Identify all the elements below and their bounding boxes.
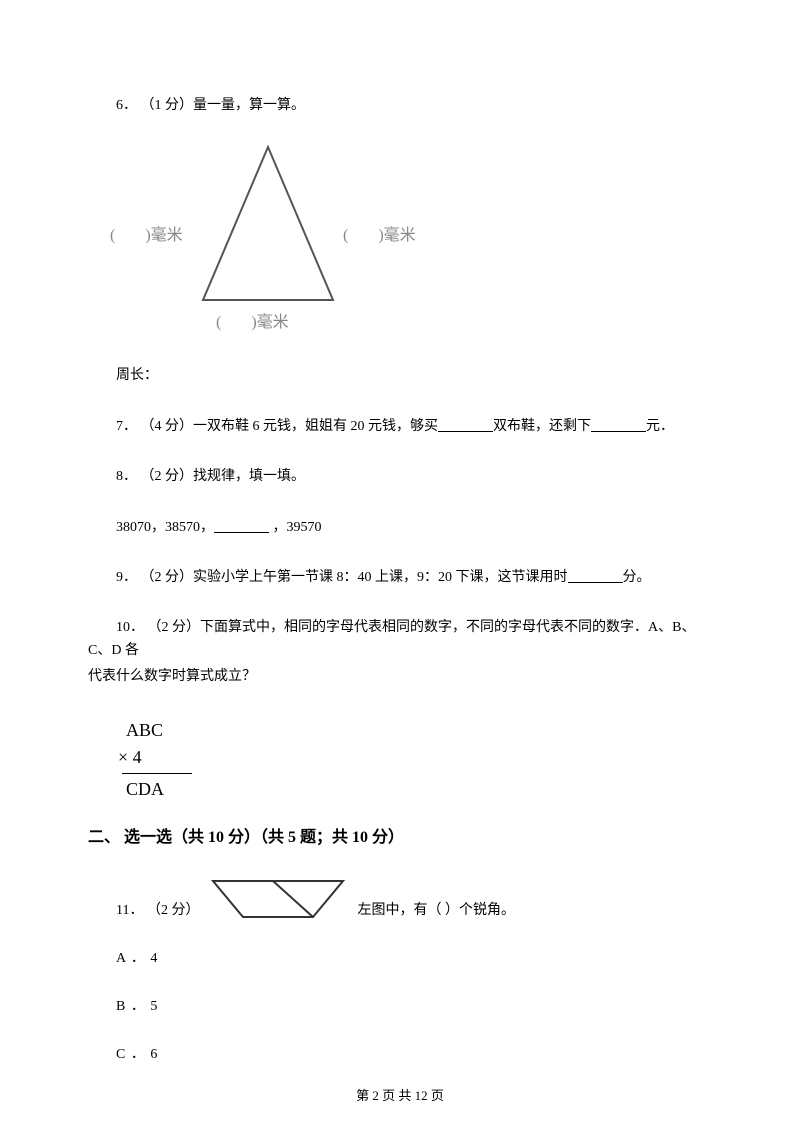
q9-blank bbox=[568, 569, 623, 583]
q8-seq-suffix: ，39570 bbox=[269, 520, 322, 535]
q11-option-b: B ． 5 bbox=[88, 995, 712, 1015]
q10-mult-top: ABC bbox=[118, 717, 712, 744]
q11-trapezoid-icon bbox=[203, 875, 353, 923]
q6-text: 6． （1 分）量一量，算一算。 bbox=[88, 95, 712, 117]
triangle-bottom-label: ()毫米 bbox=[216, 312, 289, 331]
q11-row: 11． （2 分） 左图中，有（ ）个锐角。 bbox=[88, 875, 712, 919]
q8-blank bbox=[214, 519, 269, 533]
q10-mult-bar bbox=[122, 773, 192, 774]
q11-suffix: 左图中，有（ ）个锐角。 bbox=[357, 899, 515, 919]
q9-suffix: 分。 bbox=[623, 570, 651, 585]
section-2-title: 二、 选一选（共 10 分）（共 5 题；共 10 分） bbox=[88, 823, 712, 847]
triangle-right-label: ()毫米 bbox=[343, 225, 416, 244]
q6-triangle-figure: ()毫米 ()毫米 ()毫米 bbox=[98, 135, 712, 340]
q10-line1: 10． （2 分）下面算式中，相同的字母代表相同的数字，不同的字母代表不同的数字… bbox=[88, 617, 712, 662]
q8-sequence: 38070，38570， ，39570 bbox=[88, 517, 712, 539]
q7-mid: 双布鞋，还剩下 bbox=[493, 419, 591, 434]
q8-seq-prefix: 38070，38570， bbox=[116, 520, 214, 535]
q7-prefix: 7． （4 分）一双布鞋 6 元钱，姐姐有 20 元钱，够买 bbox=[116, 419, 438, 434]
q7-blank-1 bbox=[438, 418, 493, 432]
trapezoid-diagonal bbox=[273, 881, 313, 917]
triangle-shape bbox=[203, 147, 333, 300]
q10-mult-bottom: CDA bbox=[118, 776, 712, 803]
triangle-svg: ()毫米 ()毫米 ()毫米 bbox=[98, 135, 438, 335]
q10-multiplication-diagram: ABC × 4 CDA bbox=[118, 717, 712, 803]
q9-prefix: 9． （2 分）实验小学上午第一节课 8：40 上课，9：20 下课，这节课用时 bbox=[116, 570, 568, 585]
q11-option-a: A ． 4 bbox=[88, 947, 712, 967]
q6-perimeter-label: 周长： bbox=[88, 365, 712, 387]
q11-option-c: C ． 6 bbox=[88, 1043, 712, 1063]
page-content: 6． （1 分）量一量，算一算。 ()毫米 ()毫米 ()毫米 周长： 7． （… bbox=[0, 0, 800, 1063]
q7-text: 7． （4 分）一双布鞋 6 元钱，姐姐有 20 元钱，够买 双布鞋，还剩下 元． bbox=[88, 416, 712, 438]
q9-text: 9． （2 分）实验小学上午第一节课 8：40 上课，9：20 下课，这节课用时… bbox=[88, 567, 712, 589]
triangle-left-label: ()毫米 bbox=[110, 225, 183, 244]
q7-suffix: 元． bbox=[646, 419, 674, 434]
q7-blank-2 bbox=[591, 418, 646, 432]
q10-line2: 代表什么数字时算式成立？ bbox=[88, 666, 712, 688]
q10-mult-mid: × 4 bbox=[118, 744, 712, 771]
q11-prefix: 11． （2 分） bbox=[116, 899, 199, 919]
q8-line1: 8． （2 分）找规律，填一填。 bbox=[88, 466, 712, 488]
page-footer: 第 2 页 共 12 页 bbox=[0, 1085, 800, 1104]
